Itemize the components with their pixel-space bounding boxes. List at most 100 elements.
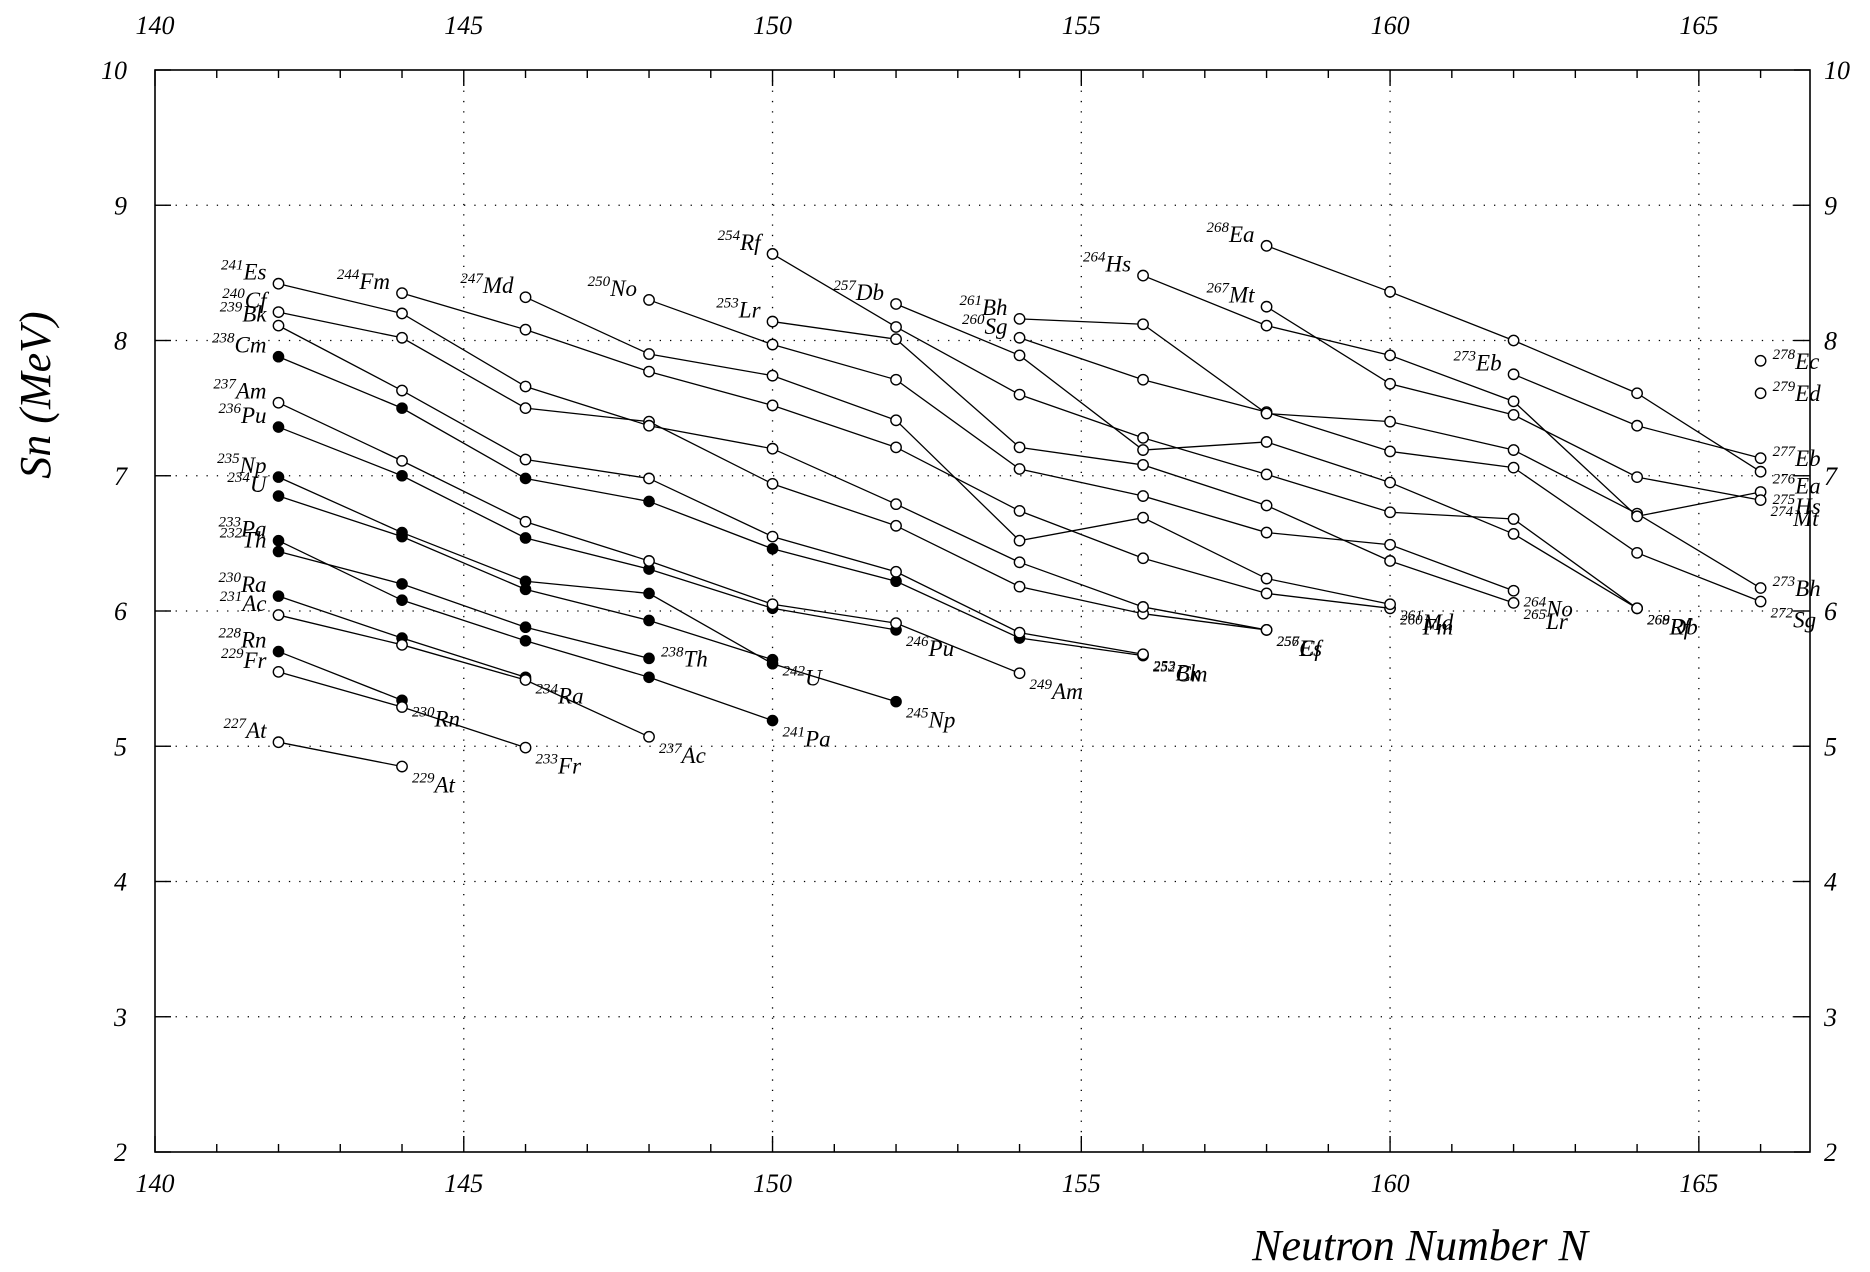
data-point-Cm — [272, 350, 285, 363]
isotope-mass: 244 — [337, 267, 360, 283]
isotope-mass: 230 — [412, 704, 435, 720]
isotope-symbol: Pa — [240, 517, 267, 542]
data-point-Pa — [766, 714, 779, 727]
isotope-label: 250No — [588, 274, 637, 301]
isotope-label: 229Fr — [221, 646, 268, 673]
isotope-mass: 253 — [1153, 658, 1176, 674]
isotope-symbol: Am — [234, 379, 267, 404]
isotope-label: 244Fm — [337, 267, 390, 294]
isotope-mass: 279 — [1773, 379, 1796, 395]
data-point-Fm — [1013, 505, 1026, 517]
series-line-Md — [525, 296, 1391, 605]
series-Db — [890, 298, 1643, 615]
series-line-Hs — [1142, 274, 1761, 518]
data-point-Bk — [1137, 648, 1149, 661]
isotope-mass: 230 — [218, 570, 241, 586]
data-point-Es — [766, 442, 779, 455]
isotope-symbol: Th — [684, 646, 708, 671]
data-point-Bk — [890, 565, 902, 578]
isotope-mass: 242 — [783, 664, 806, 680]
y-tick-label-left: 9 — [114, 191, 127, 220]
data-point-Db — [1260, 436, 1273, 448]
isotope-symbol: Bh — [1795, 576, 1821, 601]
isotope-mass: 232 — [220, 525, 243, 541]
isotope-symbol: Ed — [1794, 381, 1821, 406]
data-point-Fm — [1137, 552, 1149, 565]
data-point-Mt — [1507, 408, 1520, 421]
isotope-symbol: Cm — [235, 333, 267, 358]
series-Lr — [766, 315, 1520, 609]
isotope-symbol: Md — [1422, 610, 1454, 635]
isotope-label: 249Am — [1030, 677, 1083, 704]
data-point-Mt — [1384, 377, 1396, 390]
isotope-label: 234Ra — [536, 681, 584, 708]
data-point-No — [890, 373, 902, 386]
isotope-mass: 250 — [588, 274, 611, 290]
series-line-Th — [278, 550, 650, 659]
data-point-Rf — [1260, 468, 1273, 481]
isotope-label: 238Cm — [212, 331, 266, 358]
data-point-Th — [519, 621, 532, 634]
x-tick-label-bottom: 150 — [753, 1169, 792, 1198]
data-point-Lr — [766, 315, 779, 328]
data-point-Fr — [396, 701, 408, 713]
series-line-Rf — [772, 253, 1638, 609]
data-point-Ea — [1507, 334, 1520, 347]
x-tick-label-bottom: 140 — [136, 1169, 175, 1198]
isotope-label: 268Ea — [1207, 220, 1255, 247]
y-tick-label-left: 8 — [114, 327, 127, 356]
data-point-Bk — [1013, 626, 1026, 639]
isotope-label: 253Bk — [1153, 658, 1201, 685]
series-Ra — [272, 590, 532, 684]
x-tick-label-bottom: 165 — [1679, 1169, 1718, 1198]
isotope-symbol: Ac — [240, 591, 266, 616]
isotope-label: 264Hs — [1083, 250, 1131, 277]
series-Pu — [272, 421, 902, 636]
isotope-label: 257Db — [833, 278, 884, 305]
data-point-Ac — [396, 638, 408, 651]
isotope-mass: 240 — [222, 286, 245, 302]
data-point-Ea — [1260, 239, 1273, 252]
y-tick-label-right: 10 — [1824, 56, 1850, 85]
series-line-At — [278, 741, 403, 768]
isotope-label: 237Am — [213, 377, 266, 404]
data-point-No — [1013, 463, 1026, 475]
data-point-Th — [643, 652, 655, 665]
isotope-mass: 234 — [536, 681, 559, 697]
isotope-mass: 268 — [1647, 612, 1670, 628]
isotope-label: 234U — [227, 470, 268, 497]
data-point-Np — [890, 695, 902, 708]
data-point-No — [643, 294, 655, 306]
data-point-Ac — [272, 609, 285, 621]
data-point-Lr — [1137, 459, 1149, 471]
isotope-label: 272Sg — [1771, 606, 1817, 633]
data-point-Fm — [766, 399, 779, 412]
data-point-Pu — [396, 469, 408, 482]
data-point-Am — [519, 515, 532, 528]
series-line-Am — [278, 402, 1020, 674]
series-line-Cm — [278, 356, 1144, 657]
isotope-symbol: Mt — [1792, 506, 1819, 531]
isotope-label: 257Es — [1277, 634, 1323, 661]
data-point-U — [272, 490, 285, 502]
isotope-mass: 239 — [220, 300, 243, 316]
isotope-symbol: U — [250, 472, 268, 497]
data-point-Rn — [272, 645, 285, 658]
isotope-symbol: Bh — [982, 295, 1008, 320]
isotope-mass: 237 — [213, 377, 237, 393]
isotope-mass: 276 — [1773, 472, 1796, 488]
data-point-At — [396, 760, 408, 773]
series-line-Ac — [278, 614, 650, 738]
data-point-Bh — [1260, 407, 1273, 420]
isotope-label: 264No — [1524, 595, 1573, 622]
isotope-symbol: Rf — [1669, 614, 1694, 639]
isotope-mass: 272 — [1771, 606, 1794, 622]
isotope-symbol: Ra — [557, 683, 584, 708]
isotope-symbol: Cf — [245, 288, 270, 313]
series-Ec — [1754, 354, 1767, 367]
isotope-mass: 273 — [1454, 348, 1477, 364]
data-point-Cm — [766, 542, 779, 555]
isotope-mass: 235 — [217, 451, 240, 467]
isotope-mass: 238 — [212, 331, 235, 347]
data-point-Rf — [1137, 431, 1149, 444]
